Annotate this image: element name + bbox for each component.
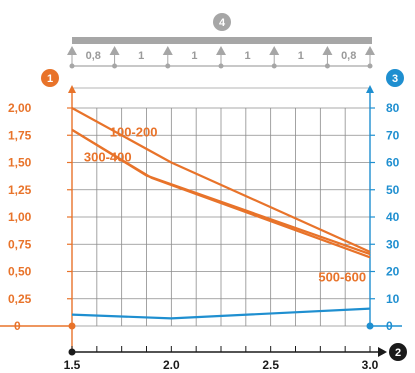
support-dot [367, 63, 373, 69]
left-origin-dot [68, 322, 76, 330]
support-triangle-icon [269, 46, 280, 55]
right-axis-badge-circle [386, 69, 404, 87]
left-axis-tick-label: 1,75 [8, 128, 32, 142]
left-axis-badge-circle [41, 69, 59, 87]
data-series [71, 107, 371, 320]
support-triangle-icon [109, 46, 120, 55]
right-axis-badge-label: 3 [392, 73, 398, 85]
beam-bar [72, 37, 372, 44]
x-axis-badge-circle [389, 343, 407, 361]
x-axis-tick-label: 1.5 [64, 358, 81, 372]
right-origin-dot [366, 322, 374, 330]
right-axis-tick-label: 0 [386, 319, 393, 333]
right-axis-tick-label: 40 [386, 210, 400, 224]
series-line-500-600 [71, 128, 371, 259]
right-axis-tick-label: 10 [386, 292, 400, 306]
support-triangle-icon [322, 46, 333, 55]
x-axis-badge-label: 2 [395, 347, 401, 359]
left-axis-tick-label: 0 [14, 319, 21, 333]
span-label: 0,8 [341, 50, 356, 62]
left-axis-arrow-icon [68, 85, 76, 93]
left-axis-tick-label: 0,75 [8, 237, 32, 251]
chart-grid [71, 107, 371, 327]
span-label: 1 [138, 50, 144, 62]
support-dot [271, 63, 277, 69]
left-axis-tick-label: 2,00 [8, 101, 32, 115]
span-label: 1 [191, 50, 197, 62]
span-label: 0,8 [86, 50, 101, 62]
support-triangle-icon [365, 46, 375, 55]
left-axis-tick-label: 1,25 [8, 183, 32, 197]
support-dot [69, 63, 75, 69]
beam-badge [213, 13, 231, 31]
right-axis-tick-label: 80 [386, 101, 400, 115]
series-line-right-axis [71, 307, 371, 320]
left-axis-tick-label: 1,50 [8, 156, 32, 170]
beam-badge-label: 4 [219, 17, 226, 29]
right-axis-tick-label: 70 [386, 128, 400, 142]
span-label: 1 [298, 50, 304, 62]
support-triangle-icon [67, 46, 77, 55]
series-label: 500-600 [318, 269, 366, 284]
series-label: 100-200 [110, 124, 158, 139]
left-axis-tick-label: 1,00 [8, 210, 32, 224]
right-axis-tick-label: 20 [386, 265, 400, 279]
x-axis-tick-label: 2.5 [262, 358, 279, 372]
x-axis-badge: 2 [389, 343, 407, 361]
support-triangle-icon [162, 46, 173, 55]
beam-diagram: 4 0,8 1 1 1 1 0,8 [67, 13, 375, 69]
x-axis-tick-label: 3.0 [362, 358, 379, 372]
left-axis-badge-label: 1 [47, 73, 53, 85]
support-dot [324, 63, 330, 69]
left-axis-tick-label: 0,25 [8, 292, 32, 306]
left-axis-tick-label: 0,50 [8, 265, 32, 279]
span-label: 1 [245, 50, 251, 62]
support-dot [218, 63, 224, 69]
chart-axes [0, 85, 402, 357]
right-axis-arrow-icon [366, 85, 374, 93]
right-axis-badge: 3 [386, 69, 404, 87]
x-axis-tick-label: 2.0 [163, 358, 180, 372]
x-axis-arrow-icon [378, 347, 387, 357]
left-axis-badge: 1 [41, 69, 59, 87]
support-dot [165, 63, 171, 69]
support-dot [112, 63, 118, 69]
right-axis-tick-label: 50 [386, 183, 400, 197]
support-triangle-icon [216, 46, 226, 55]
series-line-100-200 [71, 107, 371, 253]
right-axis-tick-label: 60 [386, 156, 400, 170]
right-axis-tick-label: 30 [386, 237, 400, 251]
series-label: 300-400 [84, 149, 132, 164]
